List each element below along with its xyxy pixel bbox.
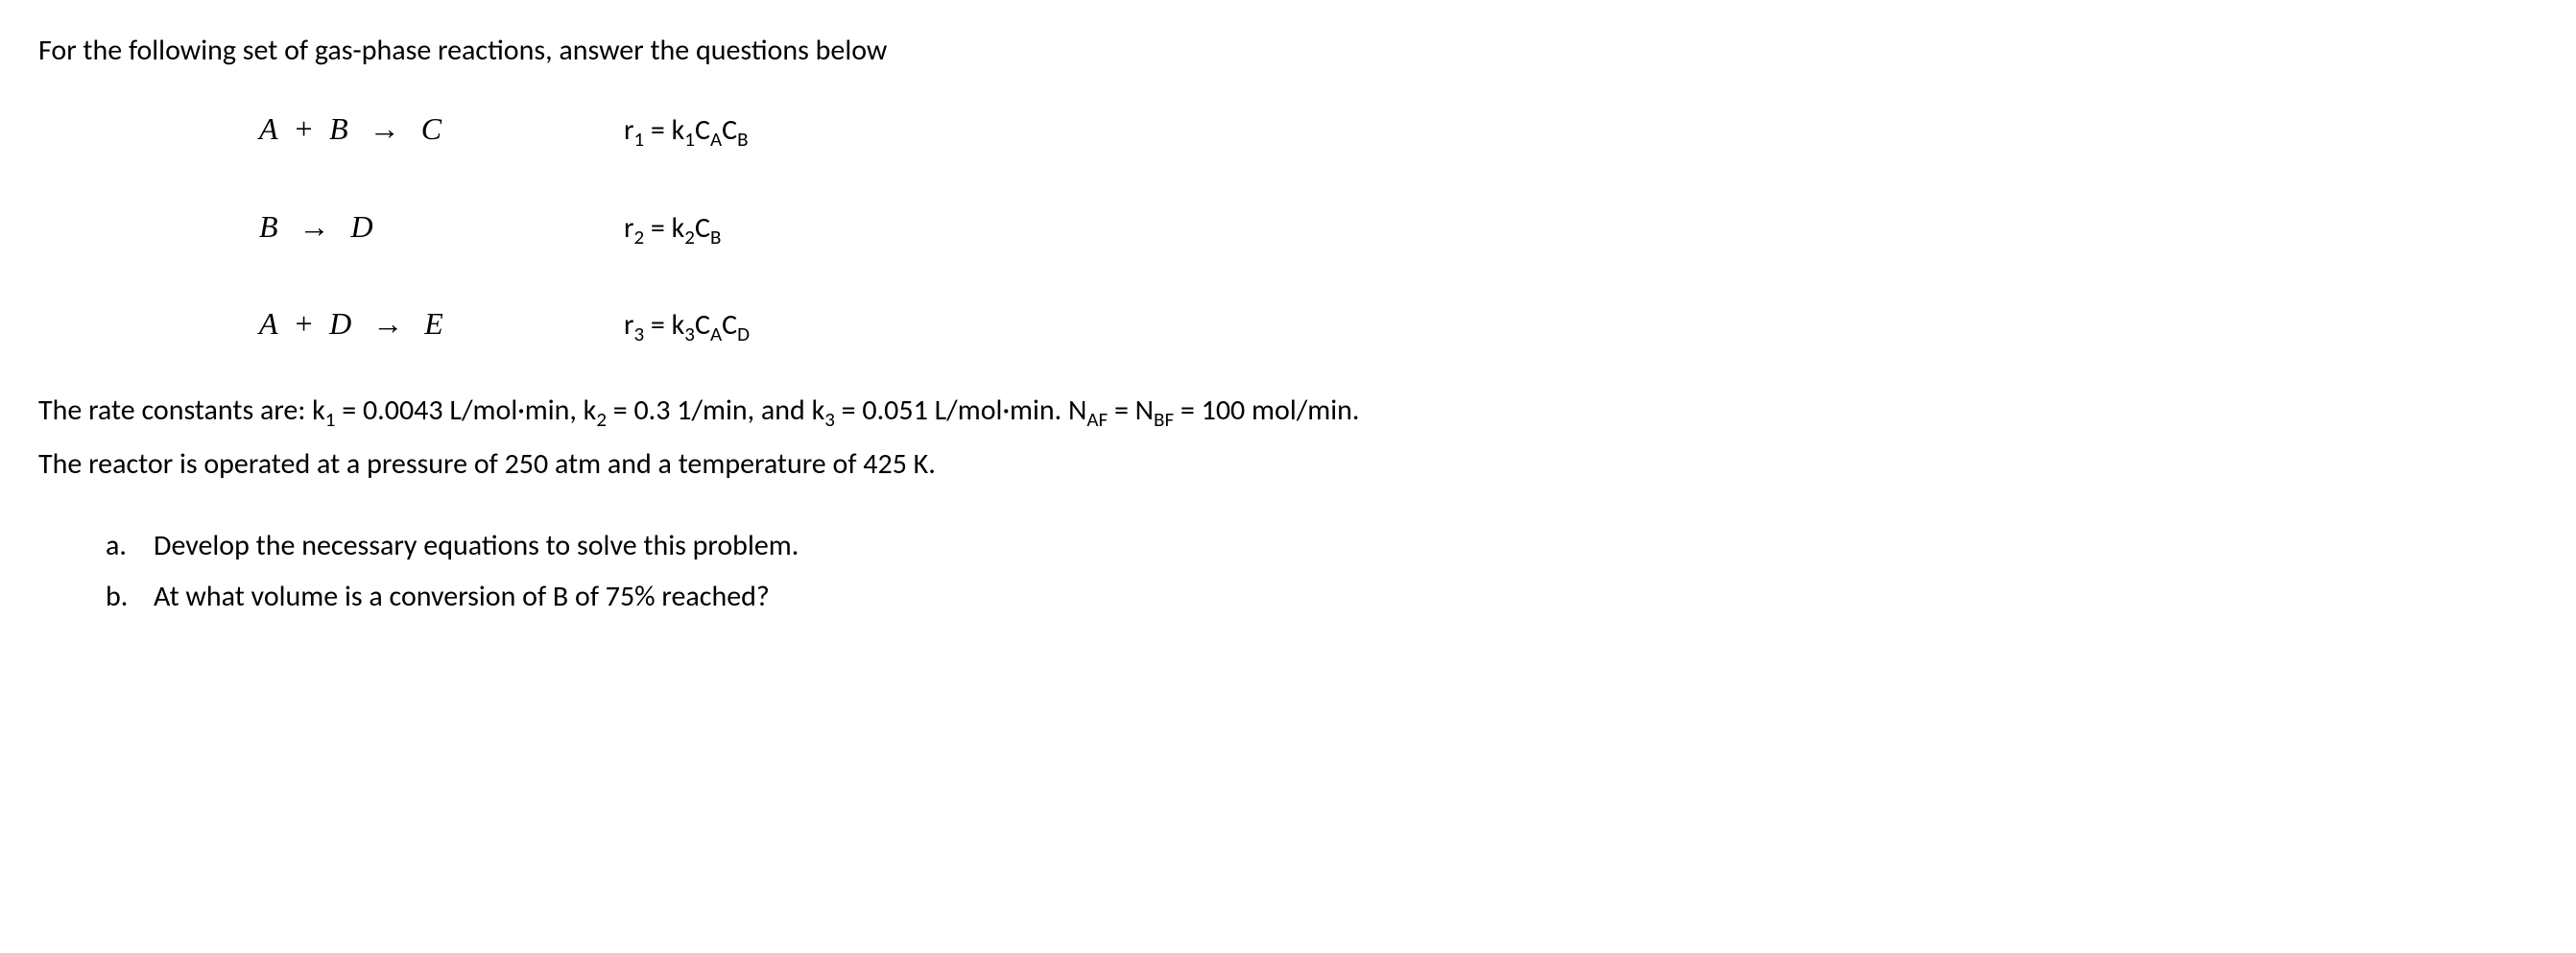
equation-1-lhs: A + B → C [259,106,624,152]
equation-2-lhs: B → D [259,203,624,250]
equation-2-rhs: r2 = k2CB [624,206,721,253]
equations-block: A + B → C r1 = k1CACB B → D r2 = k2CB A … [38,106,2538,350]
equation-row-1: A + B → C r1 = k1CACB [259,106,2538,155]
equation-3-lhs: A + D → E [259,300,624,346]
question-a: a. Develop the necessary equations to so… [106,524,2538,567]
question-a-text: Develop the necessary equations to solve… [154,524,2538,567]
equation-row-2: B → D r2 = k2CB [259,203,2538,253]
equation-row-3: A + D → E r3 = k3CACD [259,300,2538,350]
equation-1-rhs: r1 = k1CACB [624,108,749,155]
question-a-letter: a. [106,524,154,567]
question-b-text: At what volume is a conversion of B of 7… [154,575,2538,618]
questions-list: a. Develop the necessary equations to so… [38,524,2538,618]
equation-3-rhs: r3 = k3CACD [624,303,750,350]
parameters-line-1: The rate constants are: k1 = 0.0043 L/mo… [38,389,2538,436]
question-b-letter: b. [106,575,154,618]
parameters-line-2: The reactor is operated at a pressure of… [38,442,2538,486]
question-b: b. At what volume is a conversion of B o… [106,575,2538,618]
intro-text: For the following set of gas-phase react… [38,29,2538,72]
